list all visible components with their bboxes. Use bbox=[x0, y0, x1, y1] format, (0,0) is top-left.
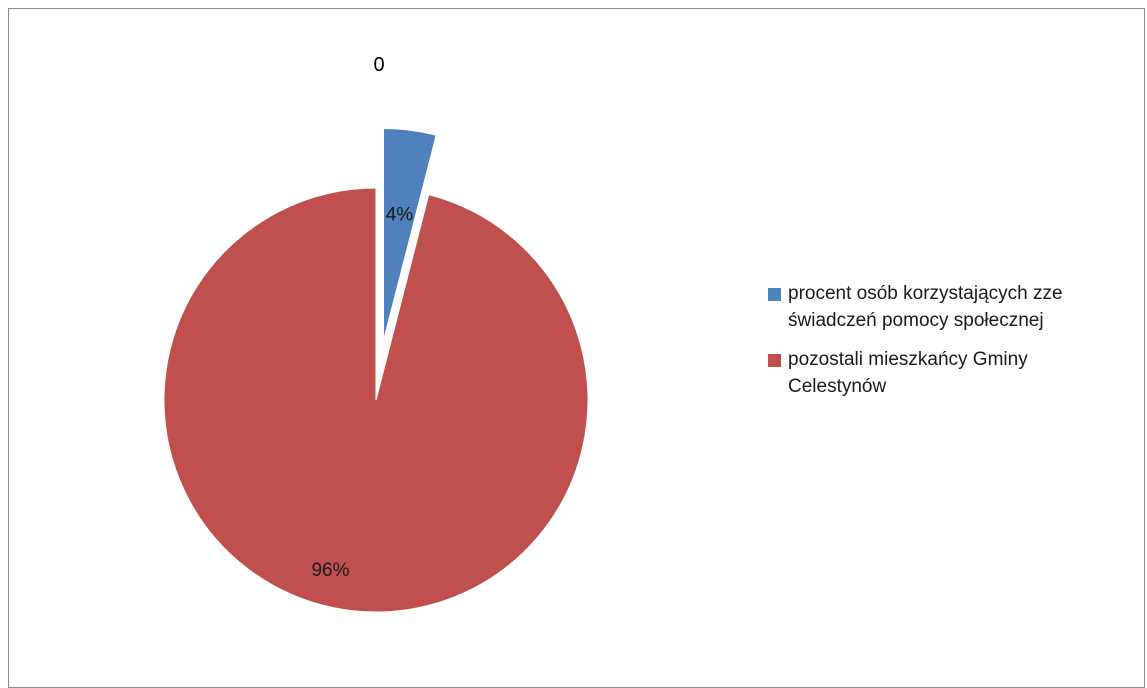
legend-label-line2: świadczeń pomocy społecznej bbox=[788, 310, 1044, 331]
legend-label-line1: procent osób korzystających zze bbox=[788, 283, 1063, 304]
legend-swatch-blue bbox=[768, 288, 781, 301]
legend-item-residents: pozostali mieszkańcy Gminy Celestynów bbox=[768, 346, 1138, 400]
pie-slice-1 bbox=[383, 127, 437, 341]
legend-item-assistance: procent osób korzystających zze świadcze… bbox=[768, 280, 1138, 334]
chart-title: 0 bbox=[373, 54, 384, 76]
legend-label-line2: Celestynów bbox=[788, 376, 887, 397]
data-labels: 4% 96% bbox=[311, 204, 413, 581]
pie-slice-2 bbox=[163, 187, 589, 613]
legend-swatch-red bbox=[768, 354, 781, 367]
pie-slices bbox=[163, 127, 589, 613]
legend-label-line1: pozostali mieszkańcy Gminy bbox=[788, 349, 1028, 370]
data-label-2: 96% bbox=[311, 560, 349, 581]
data-label-1: 4% bbox=[386, 204, 414, 225]
legend: procent osób korzystających zze świadcze… bbox=[768, 280, 1138, 412]
